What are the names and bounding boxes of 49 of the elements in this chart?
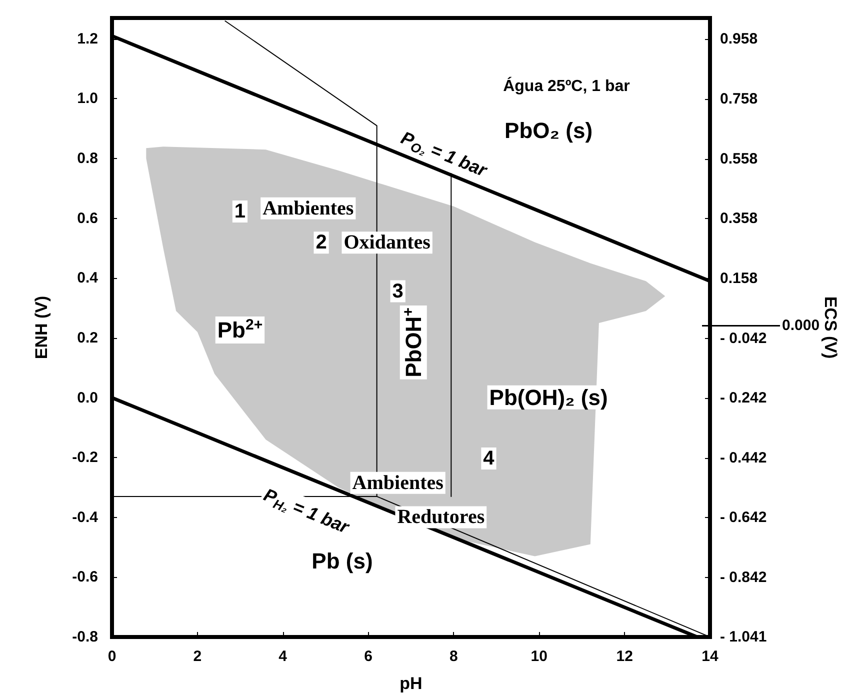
x-tick-label: 10 bbox=[530, 648, 548, 665]
y-tick-label: 0.4 bbox=[77, 270, 99, 287]
y2-tick-label: - 1.041 bbox=[720, 628, 767, 646]
y2-tick-label: - 0.442 bbox=[720, 449, 767, 466]
x-tick-label: 12 bbox=[616, 648, 633, 665]
annotation: Água 25ºC, 1 bar bbox=[503, 76, 630, 96]
ref-line-label: 0.000 bbox=[782, 317, 820, 334]
annotation: Oxidantes bbox=[344, 232, 431, 254]
annotation: PbO₂ (s) bbox=[504, 118, 593, 143]
y-tick-label: 0.8 bbox=[77, 150, 98, 168]
y-tick-label: 1.0 bbox=[77, 90, 98, 108]
y2-tick-label: - 0.242 bbox=[720, 390, 767, 407]
annotation: 1 bbox=[234, 200, 246, 222]
y2-tick-label: 0.758 bbox=[720, 90, 758, 108]
y2-tick-label: - 0.642 bbox=[720, 509, 767, 526]
annotation: Ambientes bbox=[352, 472, 444, 494]
annotation: PbOH+ bbox=[400, 307, 426, 378]
x-tick-label: 4 bbox=[278, 648, 288, 665]
annotation: PH₂ = 1 bar bbox=[260, 484, 353, 538]
x-tick-label: 14 bbox=[702, 648, 719, 665]
y2-tick-label: 0.558 bbox=[720, 150, 758, 168]
annotation: 2 bbox=[316, 232, 327, 254]
annotation: PO₂ = 1 bar bbox=[398, 128, 491, 181]
annotation: Pb (s) bbox=[312, 548, 373, 574]
y-tick-label: -0.6 bbox=[72, 568, 98, 586]
y-axis-title: ENH (V) bbox=[32, 296, 51, 360]
x-axis-title: pH bbox=[400, 674, 422, 693]
y-tick-label: 1.2 bbox=[77, 30, 98, 48]
y-tick-label: -0.2 bbox=[72, 449, 98, 466]
y-tick-label: 0.0 bbox=[77, 389, 98, 406]
y-tick-label: 0.6 bbox=[77, 210, 98, 227]
y2-tick-label: 0.958 bbox=[720, 30, 758, 48]
x-tick-label: 8 bbox=[450, 648, 458, 665]
x-tick-label: 6 bbox=[364, 648, 372, 665]
y-tick-label: 0.2 bbox=[77, 329, 98, 346]
annotation: Pb(OH)₂ (s) bbox=[489, 384, 608, 410]
annotation: Redutores bbox=[397, 506, 485, 528]
y-tick-label: -0.4 bbox=[72, 508, 99, 526]
y2-tick-label: - 0.842 bbox=[720, 568, 767, 586]
annotation: 4 bbox=[483, 448, 496, 470]
y2-axis-title: ECS (V) bbox=[821, 296, 840, 359]
x-tick-label: 0 bbox=[108, 648, 116, 665]
y-tick-label: -0.8 bbox=[72, 628, 98, 646]
y2-tick-label: - 0.042 bbox=[720, 330, 767, 347]
annotation: Ambientes bbox=[262, 197, 354, 220]
x-tick-label: 2 bbox=[193, 648, 202, 665]
annotation: 3 bbox=[392, 280, 404, 302]
y2-tick-label: 0.158 bbox=[720, 270, 758, 287]
y2-tick-label: 0.358 bbox=[720, 210, 758, 228]
